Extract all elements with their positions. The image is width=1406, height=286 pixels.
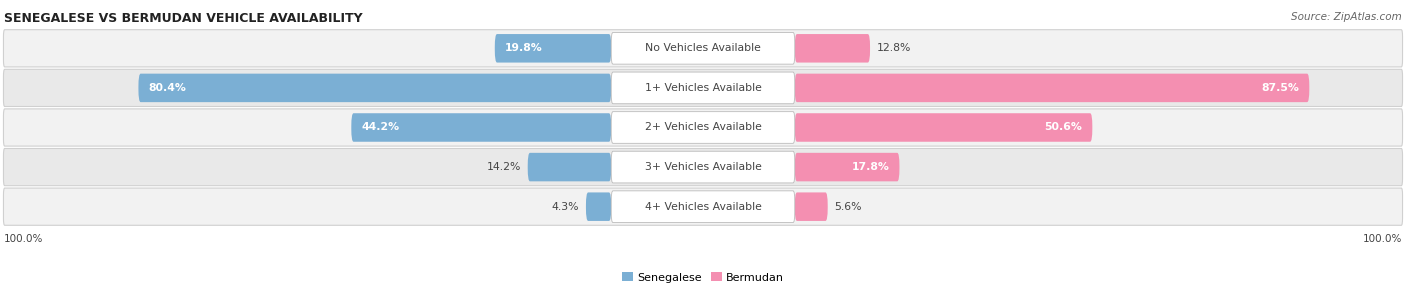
FancyBboxPatch shape xyxy=(794,113,1092,142)
Text: 87.5%: 87.5% xyxy=(1261,83,1299,93)
Text: 44.2%: 44.2% xyxy=(361,122,399,132)
FancyBboxPatch shape xyxy=(612,112,794,143)
FancyBboxPatch shape xyxy=(794,74,1309,102)
Text: Source: ZipAtlas.com: Source: ZipAtlas.com xyxy=(1291,12,1402,22)
Text: 100.0%: 100.0% xyxy=(1362,234,1402,244)
FancyBboxPatch shape xyxy=(586,192,612,221)
Text: 5.6%: 5.6% xyxy=(835,202,862,212)
FancyBboxPatch shape xyxy=(612,72,794,104)
Text: 14.2%: 14.2% xyxy=(486,162,520,172)
FancyBboxPatch shape xyxy=(612,33,794,64)
Text: SENEGALESE VS BERMUDAN VEHICLE AVAILABILITY: SENEGALESE VS BERMUDAN VEHICLE AVAILABIL… xyxy=(4,12,363,25)
FancyBboxPatch shape xyxy=(352,113,612,142)
Text: 2+ Vehicles Available: 2+ Vehicles Available xyxy=(644,122,762,132)
Text: 4+ Vehicles Available: 4+ Vehicles Available xyxy=(644,202,762,212)
Legend: Senegalese, Bermudan: Senegalese, Bermudan xyxy=(617,268,789,286)
Text: 80.4%: 80.4% xyxy=(149,83,187,93)
FancyBboxPatch shape xyxy=(3,188,1403,225)
Text: 1+ Vehicles Available: 1+ Vehicles Available xyxy=(644,83,762,93)
Text: 12.8%: 12.8% xyxy=(877,43,911,53)
Text: 100.0%: 100.0% xyxy=(4,234,44,244)
FancyBboxPatch shape xyxy=(794,153,900,181)
FancyBboxPatch shape xyxy=(3,30,1403,67)
FancyBboxPatch shape xyxy=(794,34,870,63)
FancyBboxPatch shape xyxy=(3,69,1403,106)
FancyBboxPatch shape xyxy=(794,192,828,221)
Text: 17.8%: 17.8% xyxy=(852,162,889,172)
Text: No Vehicles Available: No Vehicles Available xyxy=(645,43,761,53)
FancyBboxPatch shape xyxy=(3,148,1403,186)
FancyBboxPatch shape xyxy=(3,109,1403,146)
Text: 19.8%: 19.8% xyxy=(505,43,543,53)
Text: 50.6%: 50.6% xyxy=(1045,122,1083,132)
FancyBboxPatch shape xyxy=(138,74,612,102)
Text: 4.3%: 4.3% xyxy=(551,202,579,212)
FancyBboxPatch shape xyxy=(612,191,794,223)
FancyBboxPatch shape xyxy=(527,153,612,181)
Text: 3+ Vehicles Available: 3+ Vehicles Available xyxy=(644,162,762,172)
FancyBboxPatch shape xyxy=(495,34,612,63)
FancyBboxPatch shape xyxy=(612,151,794,183)
